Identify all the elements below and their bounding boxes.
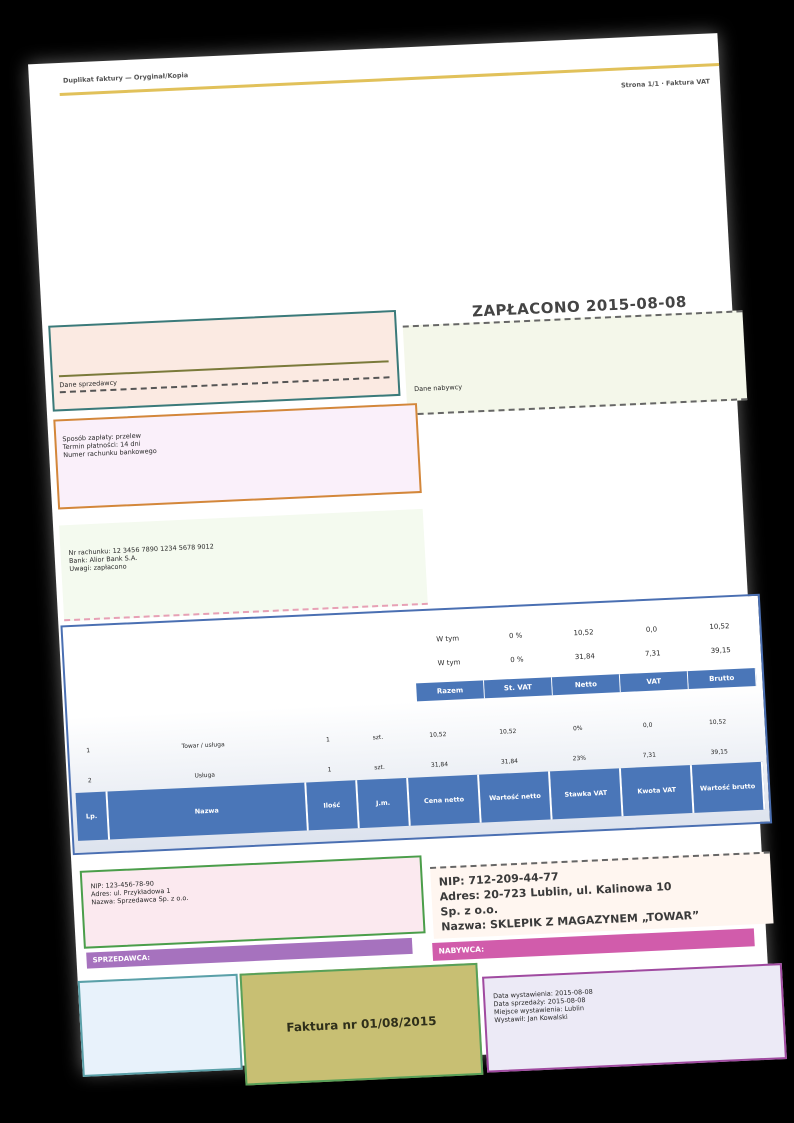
items-table-box: W tym 0 % 10,52 0,0 10,52 W tym 0 % 31,8… bbox=[60, 594, 772, 855]
cell: 10,52 bbox=[682, 714, 753, 731]
summary-cell: 10,52 bbox=[685, 616, 754, 637]
cell: 39,15 bbox=[684, 744, 755, 761]
seller-label: Dane sprzedawcy bbox=[59, 379, 117, 390]
cell: 1 bbox=[73, 744, 104, 759]
summary-head-cell: St. VAT bbox=[484, 677, 553, 698]
cell: 10,52 bbox=[473, 724, 544, 741]
cell: 7,31 bbox=[614, 747, 685, 764]
summary-cell: 10,52 bbox=[549, 622, 618, 643]
summary-cell: W tym bbox=[413, 628, 482, 649]
invoice-sheet: Duplikat faktury — Oryginał/Kopia Strona… bbox=[28, 33, 772, 1073]
cell: 2 bbox=[75, 774, 106, 789]
summary-cell: 31,84 bbox=[550, 646, 619, 667]
cell: 1 bbox=[303, 732, 354, 748]
cell: 1 bbox=[304, 762, 355, 778]
summary-cell: 39,15 bbox=[686, 640, 755, 661]
col-header: Cena netto bbox=[408, 775, 481, 826]
summary-head-cell: Brutto bbox=[688, 668, 757, 689]
cell: 31,84 bbox=[404, 757, 475, 774]
cell: Towar / usługa bbox=[103, 735, 304, 758]
col-header: J.m. bbox=[357, 778, 411, 828]
seller-line bbox=[59, 360, 389, 377]
summary-cell: 7,31 bbox=[618, 643, 687, 664]
footer-box-left bbox=[78, 974, 243, 1077]
col-header: Lp. bbox=[76, 792, 110, 841]
buyer-box: Dane nabywcy bbox=[403, 310, 748, 415]
header-left-text: Duplikat faktury — Oryginał/Kopia bbox=[63, 71, 189, 85]
cell: 0,0 bbox=[612, 717, 683, 734]
seller-details-box: NIP: 123-456-78-90 Adres: ul. Przykładow… bbox=[80, 855, 426, 948]
summary-header: Razem St. VAT Netto VAT Brutto bbox=[416, 668, 757, 701]
seller-box: Dane sprzedawcy bbox=[48, 310, 400, 412]
col-header: Kwota VAT bbox=[621, 765, 694, 816]
footer-dates-box: Data wystawienia: 2015-08-08 Data sprzed… bbox=[482, 963, 787, 1072]
col-header: Nazwa bbox=[107, 783, 308, 840]
col-header: Wartość netto bbox=[479, 771, 552, 822]
summary-cell: 0 % bbox=[481, 625, 550, 646]
invoice-number: Faktura nr 01/08/2015 bbox=[240, 963, 484, 1086]
cell: szt. bbox=[354, 760, 405, 776]
col-header: Ilość bbox=[306, 780, 360, 830]
col-header: Stawka VAT bbox=[550, 768, 623, 819]
buyer-details-box: NIP: 712-209-44-77 Adres: 20-723 Lublin,… bbox=[430, 852, 774, 939]
buyer-label: Dane nabywcy bbox=[414, 383, 462, 393]
bank-box: Sposób zapłaty: przelew Termin płatności… bbox=[53, 403, 421, 509]
cell: 0% bbox=[542, 721, 613, 738]
payment-box: Nr rachunku: 12 3456 7890 1234 5678 9012… bbox=[59, 509, 428, 621]
summary-head-cell: VAT bbox=[620, 671, 689, 692]
summary-cell: 0,0 bbox=[617, 619, 686, 640]
cell: szt. bbox=[353, 730, 404, 746]
summary-head-cell: Razem bbox=[416, 680, 485, 701]
cell: 23% bbox=[544, 750, 615, 767]
header-right-text: Strona 1/1 · Faktura VAT bbox=[621, 77, 710, 89]
summary-head-cell: Netto bbox=[552, 674, 621, 695]
cell: 10,52 bbox=[403, 727, 474, 744]
cell: 31,84 bbox=[474, 754, 545, 771]
summary-cell: W tym bbox=[415, 652, 484, 673]
col-header: Wartość brutto bbox=[692, 762, 765, 813]
summary-cell: 0 % bbox=[482, 649, 551, 670]
